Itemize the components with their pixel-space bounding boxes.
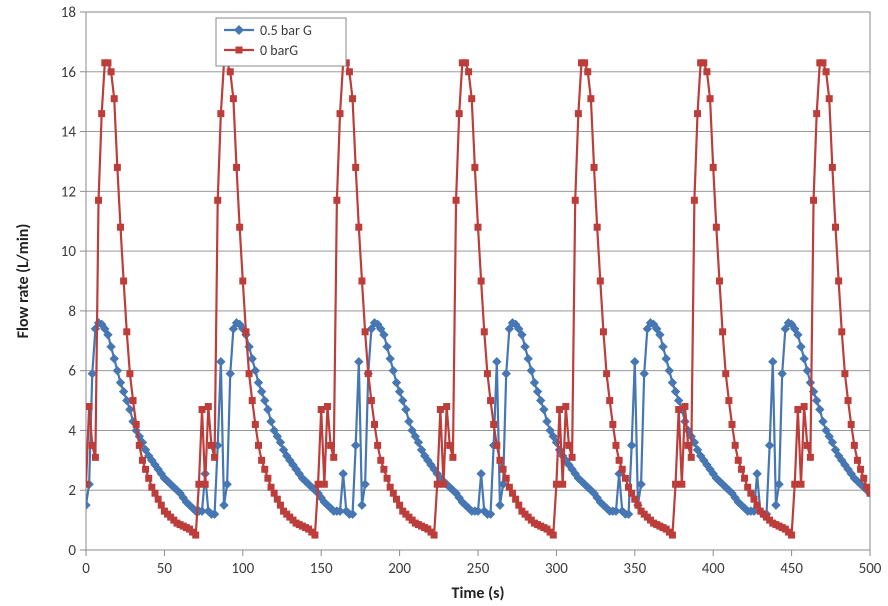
- x-tick-label: 350: [623, 560, 646, 578]
- x-tick-label: 300: [545, 560, 568, 578]
- x-tick-label: 200: [388, 560, 411, 578]
- legend: 0.5 bar G 0 barG: [216, 18, 346, 66]
- x-axis-label: Time (s): [452, 584, 505, 603]
- y-tick-label: 10: [61, 243, 77, 261]
- y-tick-label: 4: [68, 422, 76, 440]
- x-tick-label: 100: [231, 560, 254, 578]
- y-tick-label: 12: [61, 183, 76, 201]
- chart-svg: 0 2 4 6 8 10 12 14 16 18 0 50 100 150 200 250 300 350 400 4…: [0, 0, 888, 606]
- y-tick-label: 6: [68, 363, 76, 381]
- y-tick-label: 16: [61, 64, 77, 82]
- legend-label: 0.5 bar G: [260, 22, 312, 39]
- y-tick-label: 2: [68, 482, 76, 500]
- x-tick-label: 400: [702, 560, 725, 578]
- y-tick-label: 18: [61, 4, 76, 22]
- x-tick-label: 150: [310, 560, 333, 578]
- x-tick-label: 450: [780, 560, 803, 578]
- x-tick-label: 0: [82, 560, 90, 578]
- y-axis-label: Flow rate (L/min): [14, 224, 33, 339]
- y-tick-label: 8: [68, 303, 76, 321]
- flow-rate-chart: 0 2 4 6 8 10 12 14 16 18 0 50 100 150 200 250 300 350 400 4…: [0, 0, 888, 606]
- x-tick-label: 50: [157, 560, 173, 578]
- x-tick-label: 500: [859, 560, 882, 578]
- x-tick-label: 250: [467, 560, 490, 578]
- y-tick-label: 0: [68, 542, 76, 560]
- y-tick-label: 14: [61, 124, 77, 142]
- legend-label: 0 barG: [260, 42, 298, 59]
